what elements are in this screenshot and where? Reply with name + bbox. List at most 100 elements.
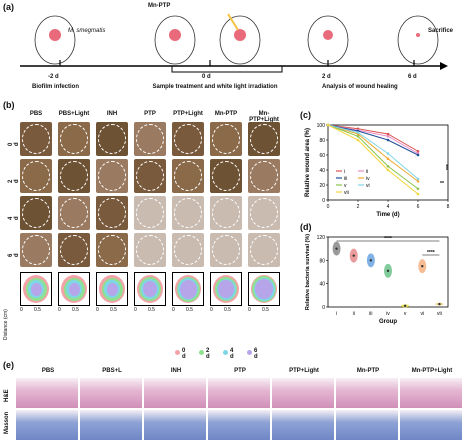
y-tick-label: 20 bbox=[319, 183, 325, 189]
trace-axis-tick: 0.5 bbox=[262, 307, 269, 313]
trace-axis-tick: 0 bbox=[96, 307, 99, 313]
wound-outline bbox=[60, 124, 88, 154]
wound-photo bbox=[134, 122, 166, 156]
wound-photo bbox=[172, 233, 204, 267]
data-point bbox=[386, 168, 390, 172]
wound-outline bbox=[98, 235, 126, 265]
legend-label: iii bbox=[344, 176, 347, 182]
trace-axis-tick: 0 bbox=[58, 307, 61, 313]
wound-photo bbox=[134, 159, 166, 193]
wound-outline bbox=[98, 198, 126, 228]
wound-trace bbox=[210, 272, 242, 306]
tick-day-1: -2 d bbox=[48, 74, 59, 80]
wound-photo bbox=[96, 122, 128, 156]
wound-outline bbox=[22, 198, 50, 228]
wound-trace-day bbox=[143, 281, 157, 297]
trace-axis-tick: 0.5 bbox=[72, 307, 79, 313]
histology-group-header: PTP bbox=[234, 368, 246, 374]
legend-label: v bbox=[344, 183, 347, 189]
wound-trace bbox=[20, 272, 52, 306]
wound-photo bbox=[172, 122, 204, 156]
tick-desc-1: Biofilm infection bbox=[32, 84, 79, 90]
y-axis-label: Relative bacteria survival (%) bbox=[305, 234, 311, 310]
wound-photo bbox=[96, 233, 128, 267]
wound-photo bbox=[134, 233, 166, 267]
x-tick-label: ii bbox=[353, 311, 355, 317]
wound-trace-day bbox=[30, 282, 42, 296]
day-row-label: 0 d bbox=[8, 142, 20, 146]
mouse-4 bbox=[307, 15, 349, 65]
wound-outline bbox=[22, 124, 50, 154]
tick-desc-2: Sample treatment and white light irradia… bbox=[152, 84, 278, 90]
significance-mark: **** bbox=[384, 236, 392, 242]
y-tick-label: 80 bbox=[319, 258, 325, 264]
data-point bbox=[416, 187, 420, 191]
day-row-label: 6 d bbox=[8, 253, 20, 257]
y-axis-label: Relative wound area (%) bbox=[305, 128, 311, 197]
tick-day-2: 0 d bbox=[202, 74, 211, 80]
wound-outline bbox=[136, 124, 164, 154]
x-tick-label: vi bbox=[420, 311, 424, 317]
wound-photo bbox=[134, 196, 166, 230]
histology-image bbox=[144, 378, 206, 408]
histology-group-header: Mn-PTP+Light bbox=[411, 368, 453, 374]
histology-group-header: PBS+L bbox=[102, 368, 122, 374]
median-point bbox=[421, 264, 424, 268]
x-tick-label: 0 bbox=[327, 204, 330, 210]
drug-label: Mn-PTP bbox=[148, 3, 171, 9]
x-axis-label: Time (d) bbox=[376, 212, 399, 218]
wound-outline bbox=[60, 198, 88, 228]
day-row-label: 4 d bbox=[8, 216, 20, 220]
wound-photo bbox=[20, 122, 52, 156]
legend-swatch bbox=[175, 350, 180, 355]
data-point bbox=[416, 149, 420, 153]
timeline-illustration bbox=[20, 13, 448, 73]
histology-group-header: PTP+Light bbox=[289, 368, 319, 374]
median-point bbox=[369, 259, 373, 262]
wound-photo bbox=[20, 196, 52, 230]
x-axis-label: Group bbox=[379, 319, 397, 325]
x-tick-label: iv bbox=[386, 311, 390, 317]
wound-photo bbox=[248, 159, 280, 193]
wound-outline bbox=[212, 235, 240, 265]
tick-day-3: 2 d bbox=[322, 74, 331, 80]
x-tick-label: 4 bbox=[387, 204, 390, 210]
wound-photo bbox=[96, 196, 128, 230]
histology-group-header: PBS bbox=[41, 368, 55, 374]
wound-outline bbox=[174, 161, 202, 191]
panel-label-c: (c) bbox=[300, 110, 311, 120]
wound-outline bbox=[174, 235, 202, 265]
wound-photo bbox=[96, 159, 128, 193]
y-tick-label: 100 bbox=[317, 123, 326, 129]
trace-axis-tick: 0 bbox=[20, 307, 23, 313]
tick-day-4: 6 d bbox=[408, 74, 417, 80]
wound-photo bbox=[20, 233, 52, 267]
wound-photo bbox=[210, 196, 242, 230]
series-line bbox=[327, 124, 419, 156]
data-point bbox=[386, 138, 390, 142]
series-line bbox=[327, 124, 419, 182]
y-tick-label: 40 bbox=[319, 168, 325, 174]
data-point bbox=[416, 179, 420, 183]
median-point bbox=[403, 304, 407, 308]
median-point bbox=[438, 302, 441, 306]
series-line bbox=[327, 124, 419, 195]
data-point bbox=[386, 152, 390, 155]
group-header: Mn-PTP bbox=[214, 111, 238, 117]
legend-swatch bbox=[199, 350, 204, 355]
histology-image bbox=[272, 378, 334, 408]
wound-trace bbox=[134, 272, 166, 306]
wound-photo bbox=[210, 122, 242, 156]
y-tick-label: 80 bbox=[319, 138, 325, 144]
data-point bbox=[356, 131, 360, 134]
trace-axis-tick: 0 bbox=[134, 307, 137, 313]
group-header: INH bbox=[106, 111, 118, 117]
data-point bbox=[416, 177, 420, 181]
y-tick-label: 120 bbox=[317, 235, 326, 241]
series-line bbox=[327, 124, 419, 190]
trace-axis-tick: 0 bbox=[172, 307, 175, 313]
histology-image bbox=[208, 378, 270, 408]
median-point bbox=[352, 254, 355, 257]
wound-photo bbox=[58, 233, 90, 267]
wound-outline bbox=[174, 198, 202, 228]
